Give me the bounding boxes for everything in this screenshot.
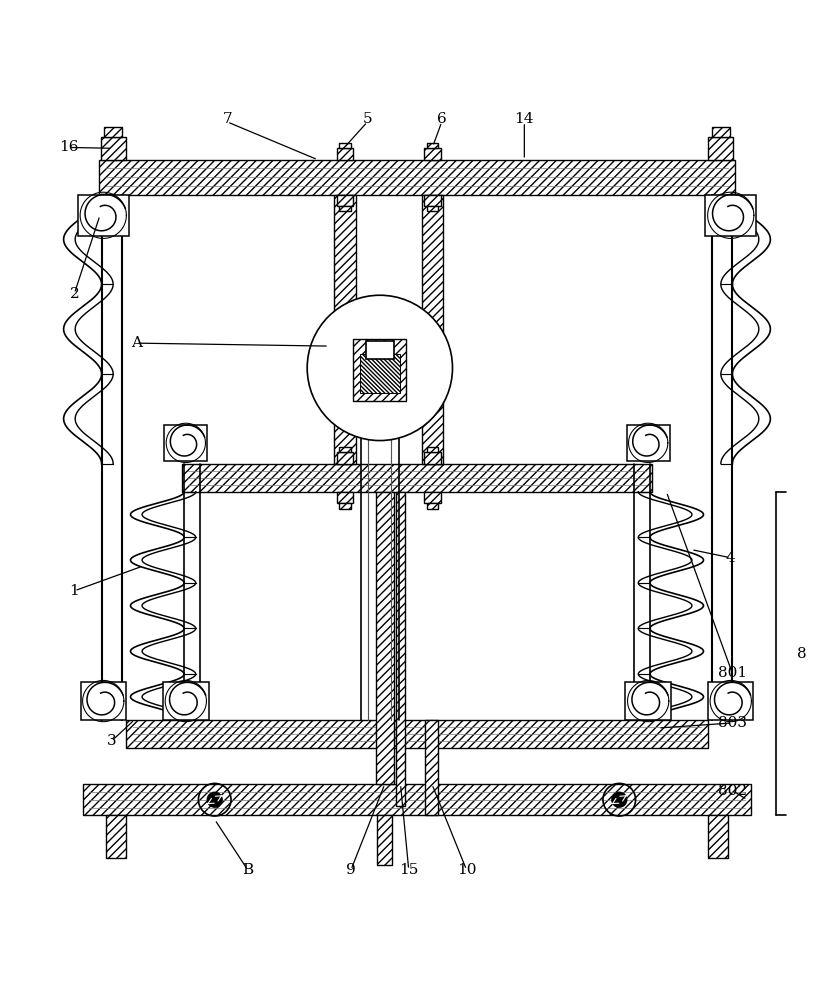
Bar <box>425 148 441 160</box>
Bar <box>339 206 351 211</box>
Circle shape <box>611 792 627 808</box>
Bar <box>708 137 733 160</box>
Text: 4: 4 <box>726 551 736 565</box>
Text: 10: 10 <box>457 863 476 877</box>
Bar <box>425 492 441 503</box>
Text: 6: 6 <box>437 112 447 126</box>
Text: 14: 14 <box>515 112 534 126</box>
Bar <box>425 195 441 206</box>
Bar <box>360 354 399 393</box>
Bar <box>127 720 707 748</box>
Text: B: B <box>242 863 254 877</box>
Bar <box>78 195 128 236</box>
Text: 16: 16 <box>59 140 78 154</box>
Bar <box>626 425 670 461</box>
Bar <box>377 815 392 865</box>
Text: 802: 802 <box>718 784 747 798</box>
Bar <box>339 143 351 148</box>
Circle shape <box>207 792 223 808</box>
Text: A: A <box>131 336 142 350</box>
Text: 1: 1 <box>69 584 79 598</box>
Bar <box>706 195 756 236</box>
Text: 15: 15 <box>399 863 419 877</box>
Text: 2: 2 <box>69 287 79 301</box>
Bar <box>106 815 126 858</box>
Bar <box>182 464 652 492</box>
Text: 8: 8 <box>796 647 806 661</box>
Bar <box>163 682 208 720</box>
Bar <box>366 341 394 359</box>
Bar <box>427 206 439 211</box>
Bar <box>339 447 351 452</box>
Bar <box>425 720 439 815</box>
Bar <box>337 492 354 503</box>
Bar <box>339 503 351 509</box>
Text: 3: 3 <box>107 734 116 748</box>
Bar <box>708 815 728 858</box>
Bar <box>337 148 354 160</box>
Bar <box>427 503 439 509</box>
Bar <box>83 784 751 815</box>
Bar <box>425 452 441 464</box>
Bar <box>337 195 354 206</box>
Text: 9: 9 <box>346 863 356 877</box>
Bar <box>375 492 394 784</box>
Text: 803: 803 <box>718 716 747 730</box>
Bar <box>99 160 735 195</box>
Bar <box>427 447 439 452</box>
Bar <box>337 452 354 464</box>
Text: 7: 7 <box>223 112 232 126</box>
Bar <box>711 127 730 137</box>
Bar <box>626 682 671 720</box>
Bar <box>354 339 406 401</box>
Bar <box>81 682 126 720</box>
Text: 801: 801 <box>718 666 747 680</box>
Bar <box>334 195 356 464</box>
Bar <box>164 425 208 461</box>
Bar <box>708 682 753 720</box>
Circle shape <box>307 295 453 441</box>
Bar <box>101 137 126 160</box>
Bar <box>104 127 123 137</box>
Bar <box>395 492 405 806</box>
Bar <box>422 195 444 464</box>
Bar <box>427 143 439 148</box>
Text: 5: 5 <box>363 112 372 126</box>
